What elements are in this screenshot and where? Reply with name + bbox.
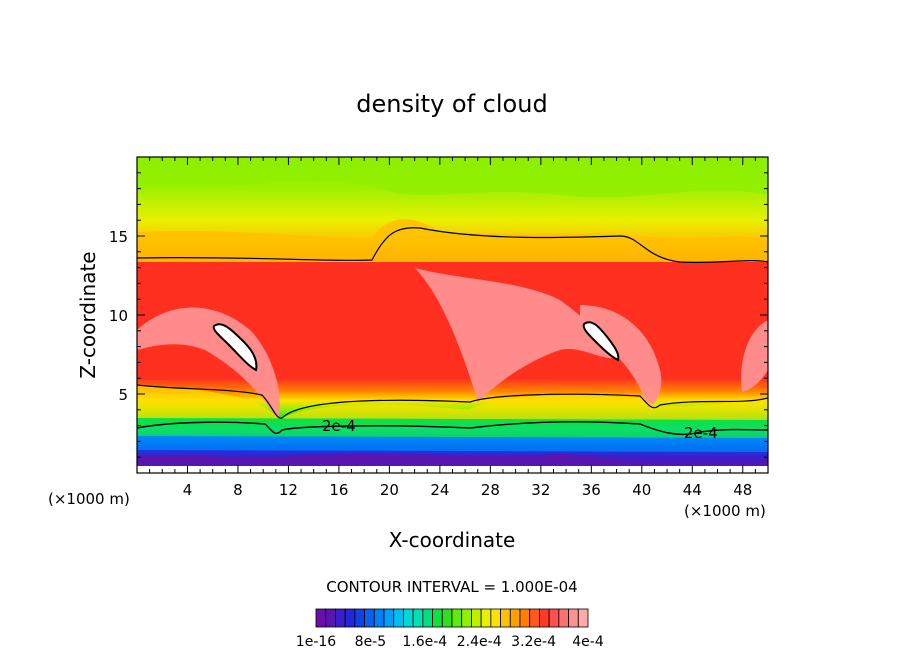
pink-plume-left [137,307,280,420]
colorbar-swatch [432,608,443,628]
colorbar-swatch [441,608,453,628]
colorbar-swatch [354,608,365,628]
x-tick-label: 36 [582,481,601,499]
x-tick-label: 20 [380,481,399,499]
contour-line-upper [137,227,768,263]
y-tick-label: 10 [109,307,128,325]
yellow-orange-band [137,219,768,262]
colorbar-label: 1e-16 [296,634,336,650]
x-tick-label: 12 [279,481,298,499]
colorbar-swatch [344,608,356,628]
lower-green-layer [137,418,768,438]
white-core-left [212,323,258,372]
pink-plume-edge [741,320,768,392]
colorbar-swatch [500,608,511,628]
colorbar-label: 3.2e-4 [511,634,556,650]
x-unit-label-left: (×1000 m) [48,490,130,508]
y-axis: 5 10 15 [109,172,768,458]
x-tick-label: 40 [632,481,651,499]
x-tick-label: 44 [683,481,702,499]
contour-interval: CONTOUR INTERVAL = 1.000E-04 [326,578,577,596]
colorbar-swatch [558,608,569,628]
pink-plume-center [415,268,615,402]
colorbar-swatch [383,608,395,628]
x-tick-label: 28 [481,481,500,499]
y-tick-label: 5 [118,386,128,404]
colorbar-label: 2.4e-4 [457,634,502,650]
y-tick-label: 15 [109,228,128,246]
colorbar-label: 8e-5 [355,634,386,650]
colorbar-swatch [461,608,472,628]
x-axis-label: X-coordinate [389,528,516,552]
colorbar-swatch [325,608,336,628]
colorbar-swatch [364,608,375,628]
colorbar-label: 1.6e-4 [402,634,447,650]
contour-label: 2e-4 [684,424,718,442]
plot-area: 2e-4 2e-4 [137,157,768,473]
colorbar-labels: 1e-16 8e-5 1.6e-4 2.4e-4 3.2e-4 4e-4 [296,634,604,650]
colorbar-swatch [509,608,521,628]
colorbar-swatch [373,608,385,628]
colorbar-swatch [577,608,589,628]
x-unit-label-right: (×1000 m) [684,502,766,520]
x-tick-label: 4 [183,481,193,499]
x-tick-label: 32 [531,481,550,499]
colorbar-swatch [471,608,482,628]
upper-green-band [137,157,768,198]
colorbar-swatch [315,608,327,628]
chart-title: density of cloud [356,90,547,118]
colorbar-swatch [335,608,346,628]
x-tick-label: 24 [430,481,449,499]
lower-yellow-layer [137,385,768,420]
x-tick-label: 48 [733,481,752,499]
x-tick-label: 8 [233,481,243,499]
colorbar-swatch [568,608,579,628]
x-axis: 4 8 12 16 20 24 28 32 36 40 44 48 [149,157,756,499]
colorbar-swatch [412,608,424,628]
colorbar-swatch [480,608,492,628]
contour-line-mid [137,384,768,419]
colorbar-swatch [539,608,550,628]
colorbar-swatch [519,608,531,628]
x-tick-label: 16 [329,481,348,499]
colorbar-swatch [490,608,501,628]
contour-label: 2e-4 [322,417,356,435]
colorbar-swatch [529,608,540,628]
contour-line-2e-4 [137,421,768,436]
colorbar-swatch [403,608,414,628]
colorbar-swatch [451,608,463,628]
y-axis-label: Z-coordinate [76,251,100,378]
white-core-right [582,321,620,362]
colorbar-label: 4e-4 [572,634,604,650]
lower-blue-layer [137,436,768,452]
colorbar-swatch [393,608,404,628]
colorbar-swatch [422,608,433,628]
colorbar-swatch [548,608,560,628]
colorbar [315,608,589,628]
